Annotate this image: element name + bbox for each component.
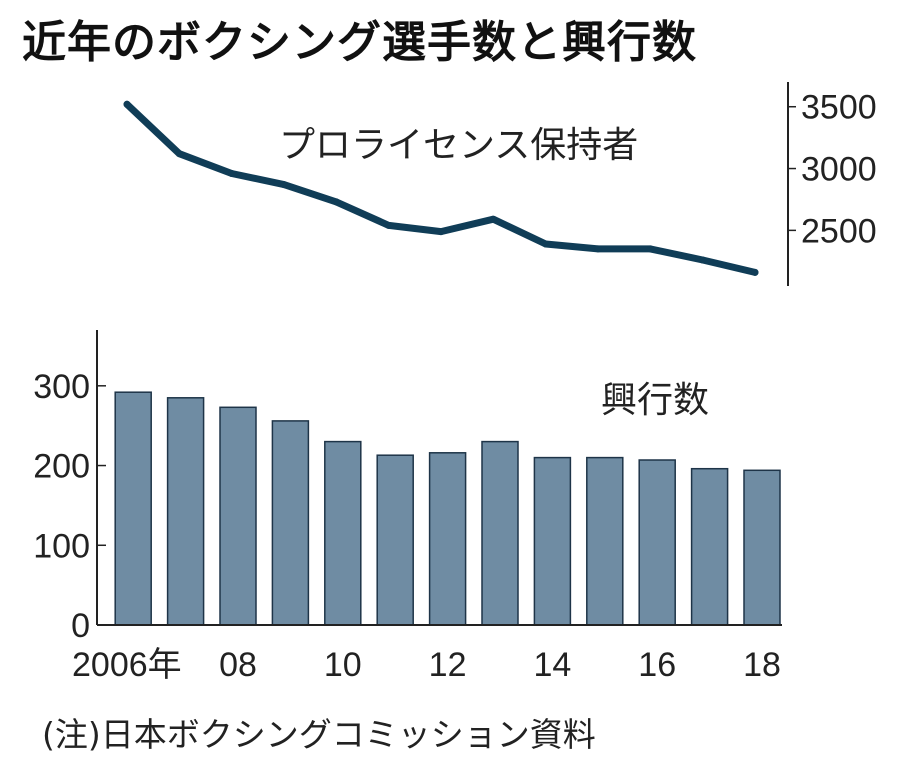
x-tick-label-2010: 10 — [324, 646, 362, 684]
chart-title: 近年のボクシング選手数と興行数 — [22, 17, 697, 68]
bar-2012 — [428, 452, 467, 626]
bar-2017 — [690, 467, 729, 626]
line-point-2009 — [280, 181, 288, 189]
bar-y-tick-label-200: 200 — [33, 448, 90, 486]
line-point-2006 — [123, 100, 131, 108]
source-note: (注)日本ボクシングコミッション資料 — [42, 715, 596, 754]
line-y-tick-label-3000: 3000 — [801, 151, 877, 189]
line-point-2014 — [542, 240, 550, 248]
line-point-2010 — [332, 198, 340, 206]
line-point-2012 — [437, 228, 445, 236]
line-series-label: プロライセンス保持者 — [279, 125, 638, 166]
line-y-tick-label-3500: 3500 — [801, 89, 877, 127]
x-tick-label-2012: 12 — [429, 646, 467, 684]
bar-2016 — [638, 459, 676, 626]
line-point-2017 — [699, 256, 707, 264]
x-tick-label-2014: 14 — [533, 646, 571, 684]
bar-y-tick-label-300: 300 — [33, 368, 90, 406]
line-point-2011 — [385, 221, 393, 229]
line-point-2015 — [594, 245, 602, 253]
x-tick-label-2016: 16 — [638, 646, 676, 684]
bar-2011 — [376, 454, 414, 626]
line-y-tick-label-2500: 2500 — [801, 212, 877, 250]
bar-2015 — [586, 456, 624, 626]
x-tick-label-2006: 2006年 — [72, 646, 182, 684]
bar-2009 — [271, 420, 310, 626]
bar-y-tick-label-100: 100 — [33, 527, 90, 565]
line-point-2018 — [751, 268, 759, 276]
line-point-2013 — [489, 215, 497, 223]
bar-2010 — [324, 440, 362, 626]
x-tick-label-2008: 08 — [219, 646, 257, 684]
line-point-2008 — [228, 170, 236, 177]
x-tick-label-2018: 18 — [743, 646, 781, 684]
bar-2013 — [481, 440, 519, 626]
line-point-2007 — [175, 150, 183, 158]
bar-series-label: 興行数 — [601, 380, 709, 421]
bar-2018 — [743, 469, 781, 626]
bar-y-tick-label-0: 0 — [71, 607, 90, 645]
line-point-2016 — [646, 245, 654, 253]
bar-2008 — [219, 406, 257, 626]
bar-2007 — [166, 397, 205, 626]
bar-2014 — [533, 456, 572, 626]
bar-2006 — [114, 391, 152, 626]
